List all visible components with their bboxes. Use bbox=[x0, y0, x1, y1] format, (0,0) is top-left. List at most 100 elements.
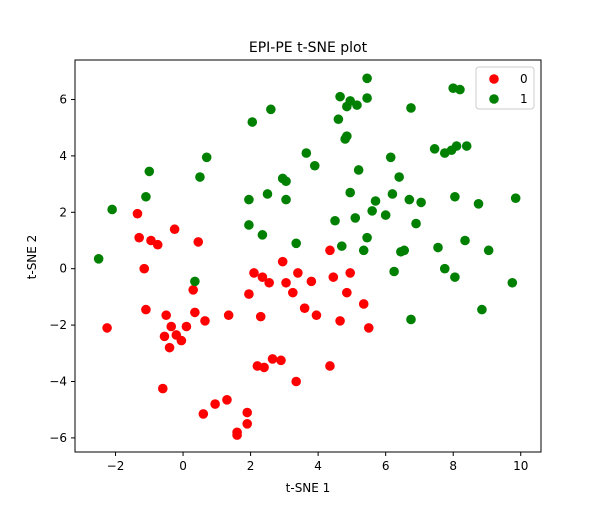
scatter-point-class-0 bbox=[161, 310, 171, 321]
scatter-point-class-1 bbox=[244, 220, 254, 230]
x-tick-label: 2 bbox=[247, 459, 255, 473]
scatter-point-class-1 bbox=[281, 194, 291, 205]
scatter-point-class-1 bbox=[144, 166, 155, 177]
scatter-point-class-1 bbox=[333, 114, 344, 125]
legend-label: 1 bbox=[520, 92, 528, 106]
scatter-point-class-0 bbox=[325, 245, 335, 256]
scatter-point-class-1 bbox=[510, 193, 521, 203]
y-tick-label: −6 bbox=[49, 431, 67, 445]
scatter-point-class-0 bbox=[345, 268, 356, 278]
plot-area bbox=[93, 73, 521, 440]
scatter-point-class-0 bbox=[242, 418, 253, 429]
scatter-point-class-0 bbox=[169, 224, 180, 235]
scatter-point-class-1 bbox=[352, 100, 362, 110]
scatter-point-class-1 bbox=[473, 199, 484, 209]
scatter-point-class-1 bbox=[330, 215, 340, 226]
scatter-point-class-1 bbox=[345, 187, 356, 198]
scatter-point-class-0 bbox=[193, 237, 204, 247]
scatter-point-class-0 bbox=[159, 331, 170, 342]
x-tick-label: −2 bbox=[107, 459, 125, 473]
scatter-point-class-0 bbox=[181, 321, 192, 332]
scatter-point-class-1 bbox=[247, 117, 258, 127]
scatter-point-class-1 bbox=[429, 144, 440, 154]
scatter-point-class-0 bbox=[102, 323, 112, 333]
scatter-point-class-1 bbox=[394, 172, 404, 182]
scatter-point-class-0 bbox=[141, 304, 151, 315]
scatter-point-class-0 bbox=[157, 383, 168, 394]
scatter-point-class-0 bbox=[255, 311, 266, 322]
legend-marker-0 bbox=[489, 74, 499, 84]
scatter-point-class-1 bbox=[353, 165, 364, 175]
scatter-point-class-1 bbox=[389, 266, 399, 277]
y-axis-label: t-SNE 2 bbox=[25, 235, 39, 280]
scatter-point-class-0 bbox=[293, 268, 303, 278]
scatter-point-class-0 bbox=[132, 208, 143, 219]
scatter-point-class-0 bbox=[342, 287, 352, 298]
scatter-point-class-1 bbox=[309, 160, 320, 171]
scatter-point-class-0 bbox=[259, 362, 269, 373]
scatter-point-class-1 bbox=[451, 141, 462, 151]
scatter-point-class-1 bbox=[367, 206, 377, 216]
scatter-point-class-0 bbox=[281, 277, 291, 288]
scatter-point-class-1 bbox=[141, 191, 151, 202]
scatter-point-class-1 bbox=[416, 197, 426, 208]
scatter-point-class-0 bbox=[249, 268, 259, 278]
scatter-point-class-1 bbox=[380, 210, 391, 220]
x-tick-label: 4 bbox=[314, 459, 322, 473]
scatter-point-class-1 bbox=[362, 73, 372, 84]
scatter-point-class-0 bbox=[288, 287, 298, 298]
scatter-point-class-1 bbox=[455, 84, 465, 95]
y-tick-label: −4 bbox=[49, 374, 67, 388]
scatter-point-class-1 bbox=[350, 213, 361, 223]
scatter-point-class-1 bbox=[450, 191, 460, 202]
scatter-point-class-1 bbox=[257, 230, 268, 240]
scatter-point-class-0 bbox=[299, 303, 310, 313]
scatter-point-class-0 bbox=[363, 323, 374, 333]
scatter-point-class-1 bbox=[404, 194, 415, 205]
scatter-point-class-1 bbox=[107, 204, 117, 215]
scatter-point-class-0 bbox=[200, 316, 210, 326]
scatter-point-class-1 bbox=[342, 131, 352, 141]
scatter-point-class-1 bbox=[461, 141, 472, 151]
scatter-point-class-1 bbox=[301, 148, 312, 158]
scatter-point-class-0 bbox=[190, 307, 200, 318]
scatter-point-class-0 bbox=[358, 299, 369, 309]
scatter-point-class-0 bbox=[176, 335, 187, 346]
scatter-point-class-1 bbox=[362, 232, 372, 243]
axes-frame bbox=[74, 59, 542, 453]
scatter-point-class-1 bbox=[507, 277, 518, 288]
scatter-point-class-0 bbox=[223, 310, 234, 321]
scatter-point-class-1 bbox=[433, 242, 443, 253]
scatter-point-class-0 bbox=[139, 263, 150, 274]
scatter-point-class-1 bbox=[291, 238, 301, 249]
scatter-point-class-0 bbox=[335, 316, 345, 326]
scatter-point-class-0 bbox=[134, 232, 144, 243]
scatter-point-class-0 bbox=[328, 272, 339, 282]
scatter-point-class-1 bbox=[399, 245, 410, 256]
scatter-point-class-1 bbox=[281, 176, 291, 187]
scatter-point-class-0 bbox=[242, 407, 253, 418]
scatter-point-class-1 bbox=[477, 304, 487, 315]
scatter-point-class-1 bbox=[358, 245, 369, 256]
chart-title: EPI-PE t-SNE plot bbox=[249, 40, 368, 56]
scatter-point-class-1 bbox=[93, 254, 104, 264]
scatter-point-class-0 bbox=[210, 399, 220, 409]
scatter-point-class-0 bbox=[164, 342, 175, 353]
scatter-point-class-0 bbox=[188, 285, 198, 295]
scatter-point-class-0 bbox=[306, 276, 317, 287]
scatter-point-class-1 bbox=[370, 196, 381, 206]
scatter-point-class-1 bbox=[244, 194, 254, 205]
scatter-point-class-1 bbox=[266, 104, 276, 115]
y-tick-label: 2 bbox=[59, 205, 67, 219]
scatter-point-class-1 bbox=[411, 218, 421, 229]
scatter-point-class-0 bbox=[267, 354, 278, 364]
scatter-point-class-1 bbox=[483, 245, 494, 256]
scatter-point-class-0 bbox=[232, 430, 242, 440]
y-tick-label: 4 bbox=[59, 149, 67, 163]
scatter-point-class-1 bbox=[201, 152, 212, 163]
scatter-point-class-1 bbox=[387, 189, 398, 199]
x-tick-label: 6 bbox=[382, 459, 390, 473]
x-tick-label: 0 bbox=[179, 459, 187, 473]
scatter-point-class-0 bbox=[257, 272, 268, 282]
